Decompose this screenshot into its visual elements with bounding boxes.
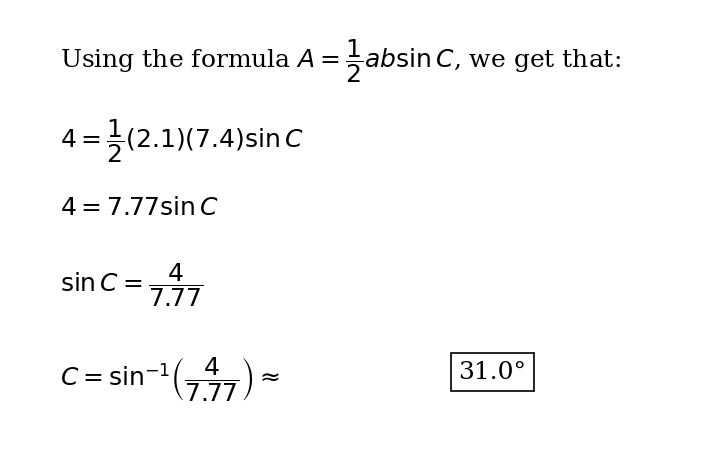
Text: $4 = \dfrac{1}{2}(2.1)(7.4)\sin C$: $4 = \dfrac{1}{2}(2.1)(7.4)\sin C$ — [60, 117, 303, 165]
Text: $4 = 7.77\sin C$: $4 = 7.77\sin C$ — [60, 197, 219, 220]
Text: Using the formula $A = \dfrac{1}{2}ab\sin C$, we get that:: Using the formula $A = \dfrac{1}{2}ab\si… — [60, 37, 621, 85]
Text: 31.0°: 31.0° — [458, 361, 526, 383]
Text: $\sin C = \dfrac{4}{7.77}$: $\sin C = \dfrac{4}{7.77}$ — [60, 261, 203, 309]
Text: $C = \sin^{-1}\!\left(\dfrac{4}{7.77}\right) \approx$: $C = \sin^{-1}\!\left(\dfrac{4}{7.77}\ri… — [60, 355, 279, 403]
